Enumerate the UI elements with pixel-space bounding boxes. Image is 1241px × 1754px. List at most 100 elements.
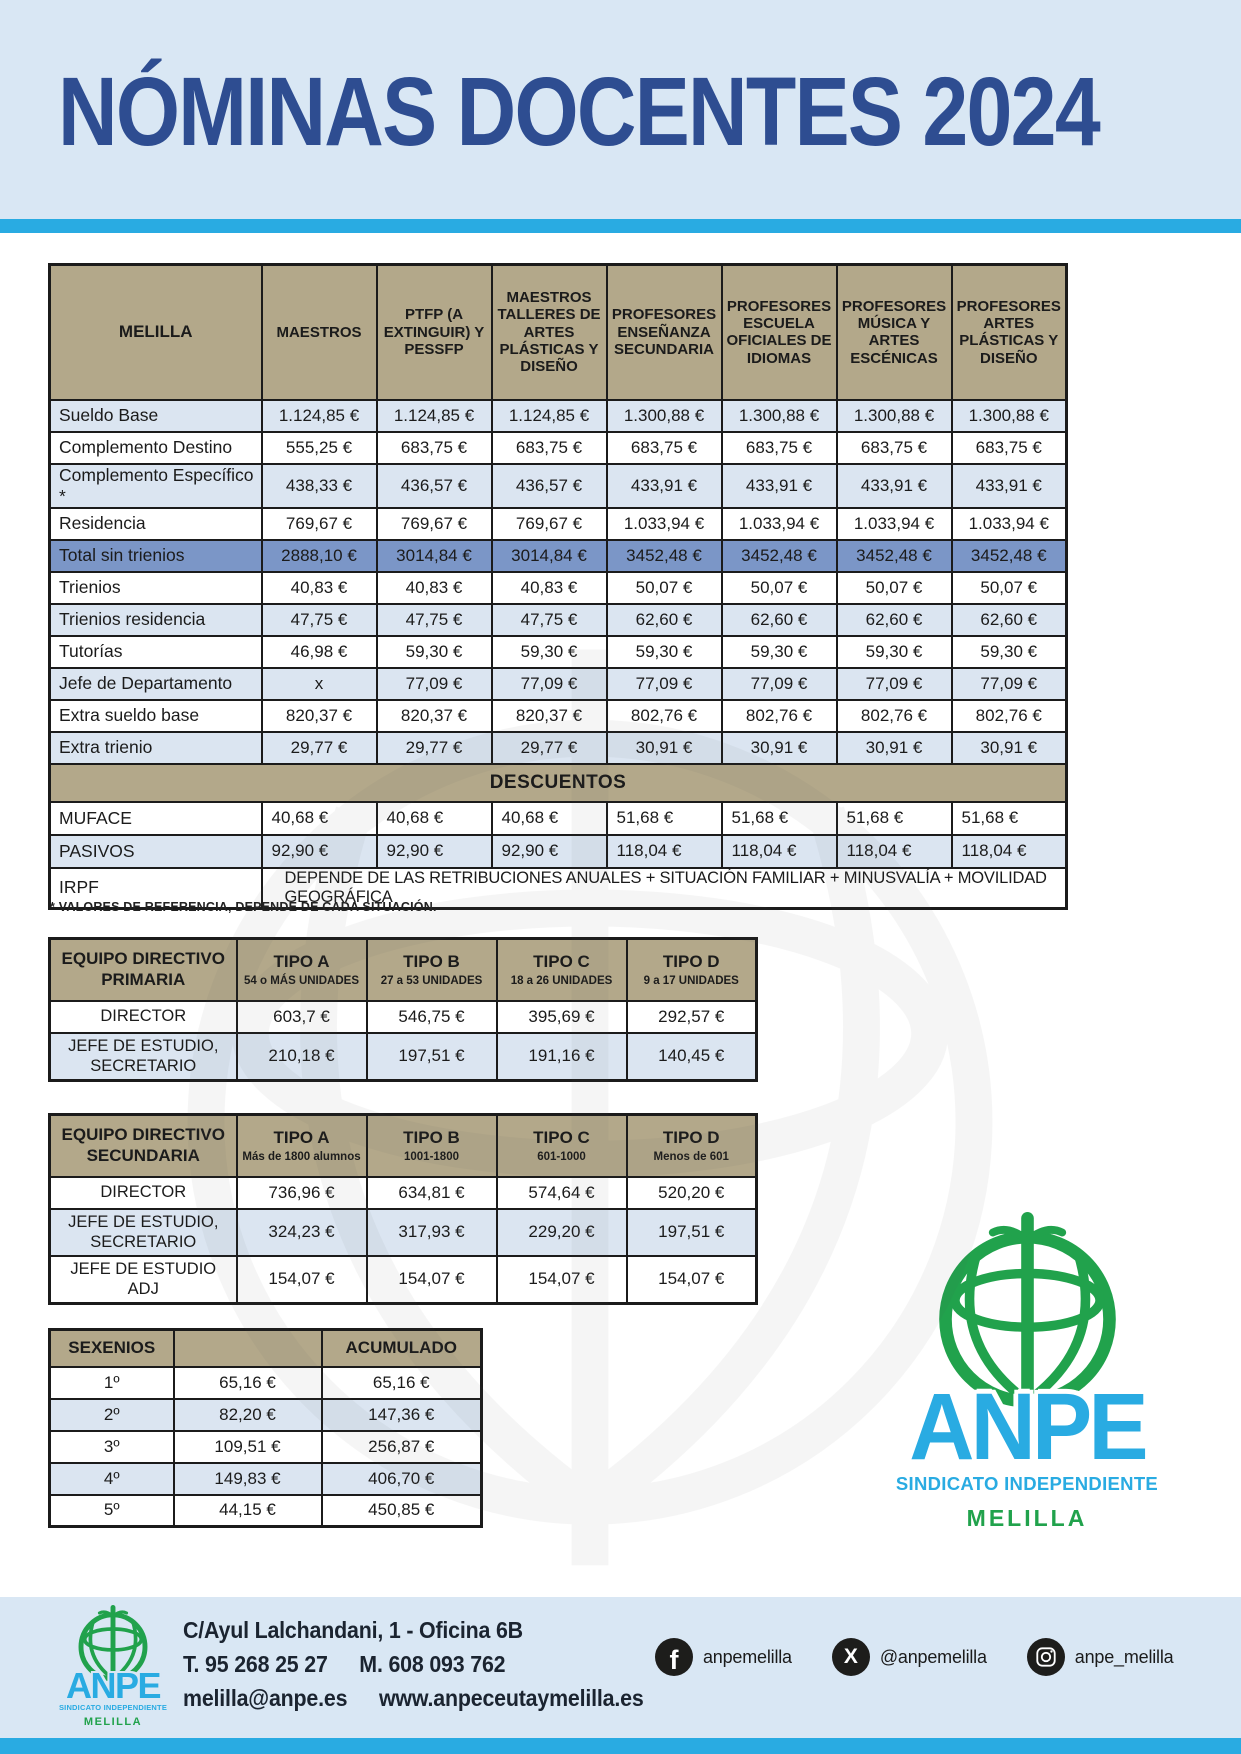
tipo-label: TIPO D xyxy=(662,952,720,972)
instagram-handle: anpe_melilla xyxy=(1074,1646,1174,1667)
row-label: Extra sueldo base xyxy=(48,698,263,733)
salary-value: 436,57 € xyxy=(490,462,608,509)
salary-value: 77,09 € xyxy=(835,666,953,701)
footer-anpe-globe-icon xyxy=(78,1605,148,1685)
salary-value: 77,09 € xyxy=(950,666,1068,701)
tipo-column-header: TIPO A 54 o MÁS UNIDADES xyxy=(235,937,368,1002)
salary-value: 769,67 € xyxy=(490,506,608,541)
x-twitter-icon: X xyxy=(831,1638,870,1676)
directive-header-row: EQUIPO DIRECTIVO PRIMARIA TIPO A 54 o MÁS … xyxy=(48,937,758,1002)
salary-value: 30,91 € xyxy=(605,730,723,765)
tipo-label: TIPO D xyxy=(662,1128,720,1148)
salary-value: 62,60 € xyxy=(950,602,1068,637)
directive-row: JEFE DE ESTUDIO ADJ 154,07 €154,07 €154,0… xyxy=(48,1254,758,1305)
salary-value: 433,91 € xyxy=(950,462,1068,509)
salary-table: MELILLA MAESTROS PTFP (A EXTINGUIR) Y PESS… xyxy=(48,263,1068,910)
salary-row: Total sin trienios 2888,10 €3014,84 €3014… xyxy=(48,538,1068,573)
secundaria-table-header: EQUIPO DIRECTIVO SECUNDARIA TIPO A Más de … xyxy=(48,1113,758,1178)
sexenio-accumulated: 256,87 € xyxy=(320,1429,483,1464)
social-links: f anpemelilla X @anpemelilla anpe_melill… xyxy=(655,1638,1174,1676)
tipo-sublabel: 1001-1800 xyxy=(404,1151,459,1164)
anpe-globe-icon xyxy=(938,1212,1116,1417)
salary-value: 50,07 € xyxy=(605,570,723,605)
salary-value: 802,76 € xyxy=(720,698,838,733)
contact-block: C/Ayul Lalchandani, 1 - Oficina 6B T. 95… xyxy=(183,1613,644,1715)
row-label: DIRECTOR xyxy=(48,1175,238,1210)
facebook-icon: f xyxy=(655,1638,693,1676)
amount-value: 197,51 € xyxy=(625,1207,758,1257)
tipo-column-header: TIPO D Menos de 601 xyxy=(625,1113,758,1178)
sexenios-table: SEXENIOS ACUMULADO 1º 65,16 €65,16 €2º 82,2… xyxy=(48,1328,483,1528)
salary-value: 3452,48 € xyxy=(605,538,723,573)
sexenio-row: 1º 65,16 €65,16 € xyxy=(48,1365,483,1400)
row-label: Trienios xyxy=(48,570,263,605)
salary-value: 433,91 € xyxy=(605,462,723,509)
descuento-value: 51,68 € xyxy=(605,800,723,836)
salary-value: 59,30 € xyxy=(720,634,838,669)
phone-number: T. 95 268 25 27 xyxy=(183,1651,328,1677)
amount-value: 603,7 € xyxy=(235,999,368,1034)
primaria-table-body: DIRECTOR 603,7 €546,75 €395,69 €292,57 € J… xyxy=(48,999,758,1082)
amount-value: 154,07 € xyxy=(625,1254,758,1305)
sexenio-row: 5º 44,15 €450,85 € xyxy=(48,1493,483,1528)
salary-value: 1.300,88 € xyxy=(605,398,723,433)
salary-value: 40,83 € xyxy=(260,570,378,605)
salary-value: 50,07 € xyxy=(950,570,1068,605)
footer-anpe-logo: ANPE SINDICATO INDEPENDIENTE MELILLA xyxy=(48,1605,178,1728)
row-label: Sueldo Base xyxy=(48,398,263,433)
salary-value: 2888,10 € xyxy=(260,538,378,573)
descuento-row: PASIVOS 92,90 €92,90 €92,90 €118,04 €118,… xyxy=(48,833,1068,869)
amount-value: 292,57 € xyxy=(625,999,758,1034)
descuento-value: 92,90 € xyxy=(260,833,378,869)
website-url: www.anpeceutaymelilla.es xyxy=(378,1685,644,1711)
web-line: melilla@anpe.es www.anpeceutaymelilla.es xyxy=(183,1681,644,1715)
salary-value: 47,75 € xyxy=(260,602,378,637)
salary-value: 50,07 € xyxy=(835,570,953,605)
sexenio-accumulated: 65,16 € xyxy=(320,1365,483,1400)
amount-value: 574,64 € xyxy=(495,1175,628,1210)
salary-value: 30,91 € xyxy=(835,730,953,765)
sexenio-number: 1º xyxy=(48,1365,175,1400)
anpe-wordmark: ANPE xyxy=(909,1374,1148,1480)
salary-value: 30,91 € xyxy=(720,730,838,765)
salary-value: 769,67 € xyxy=(375,506,493,541)
descuento-value: 40,68 € xyxy=(260,800,378,836)
salary-value: 683,75 € xyxy=(605,430,723,465)
salary-value: 3014,84 € xyxy=(490,538,608,573)
anpe-tagline: SINDICATO INDEPENDIENTE xyxy=(895,1472,1159,1494)
x-twitter-handle: @anpemelilla xyxy=(879,1646,987,1667)
salary-value: 59,30 € xyxy=(950,634,1068,669)
irpf-row: IRPF DEPENDE DE LAS RETRIBUCIONES ANUALES… xyxy=(48,866,1068,909)
x-twitter-item: X @anpemelilla xyxy=(831,1638,987,1676)
irpf-note: DEPENDE DE LAS RETRIBUCIONES ANUALES + S… xyxy=(260,866,1068,909)
salary-value: 77,09 € xyxy=(375,666,493,701)
descuento-row: MUFACE 40,68 €40,68 €40,68 €51,68 €51,68 … xyxy=(48,800,1068,836)
secundaria-table-body: DIRECTOR 736,96 €634,81 €574,64 €520,20 €… xyxy=(48,1175,758,1305)
row-label: Total sin trienios xyxy=(48,538,263,573)
salary-value: 29,77 € xyxy=(260,730,378,765)
salary-value: 433,91 € xyxy=(835,462,953,509)
salary-value: 683,75 € xyxy=(720,430,838,465)
salary-value: 47,75 € xyxy=(375,602,493,637)
tipo-sublabel: Menos de 601 xyxy=(653,1151,729,1164)
salary-value: 683,75 € xyxy=(835,430,953,465)
facebook-handle: anpemelilla xyxy=(703,1646,792,1667)
salary-value: 433,91 € xyxy=(720,462,838,509)
title-banner: NÓMINAS DOCENTES 2024 xyxy=(0,0,1241,219)
salary-value: 50,07 € xyxy=(720,570,838,605)
page-title: NÓMINAS DOCENTES 2024 xyxy=(58,57,1101,166)
anpe-region-label: MELILLA xyxy=(966,1504,1088,1531)
row-label: MUFACE xyxy=(48,800,263,836)
row-label: JEFE DE ESTUDIO, SECRETARIO xyxy=(48,1031,238,1082)
directive-row: JEFE DE ESTUDIO, SECRETARIO 210,18 €197,5… xyxy=(48,1031,758,1082)
descuento-value: 51,68 € xyxy=(835,800,953,836)
address-line: C/Ayul Lalchandani, 1 - Oficina 6B xyxy=(183,1617,523,1643)
salary-value: 1.300,88 € xyxy=(835,398,953,433)
sexenio-accumulated: 406,70 € xyxy=(320,1461,483,1496)
salary-value: 1.300,88 € xyxy=(720,398,838,433)
row-label: JEFE DE ESTUDIO, SECRETARIO xyxy=(48,1207,238,1257)
sexenios-column-header: SEXENIOS xyxy=(48,1328,175,1368)
primaria-table-header: EQUIPO DIRECTIVO PRIMARIA TIPO A 54 o MÁS … xyxy=(48,937,758,1002)
salary-row: Trienios residencia 47,75 €47,75 €47,75 €… xyxy=(48,602,1068,637)
facebook-item: f anpemelilla xyxy=(655,1638,792,1676)
